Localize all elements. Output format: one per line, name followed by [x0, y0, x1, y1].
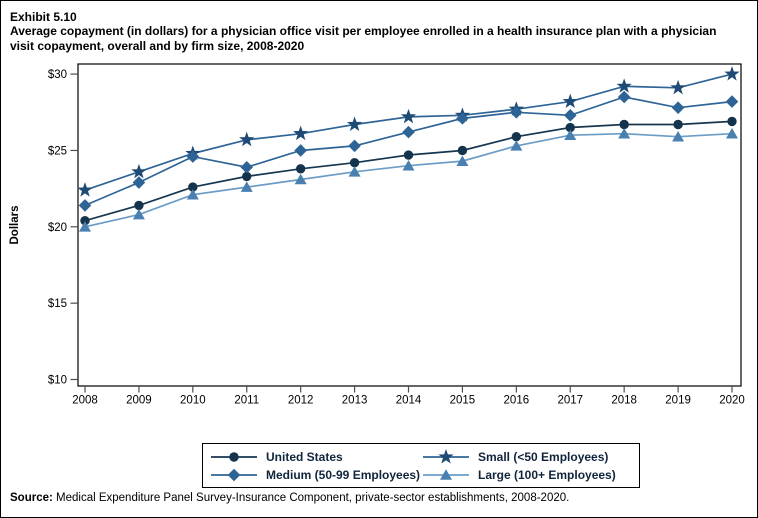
legend-item-united-states: United States — [211, 448, 423, 465]
marker-medium-50-99-employees-2011 — [240, 160, 254, 174]
marker-medium-50-99-employees-2012 — [294, 144, 307, 157]
y-axis-tick-label: $20 — [48, 222, 67, 234]
marker-large-100-employees-2014 — [402, 160, 415, 171]
y-axis-title: Dollars — [9, 206, 21, 245]
marker-small-50-employees-2009 — [131, 163, 147, 179]
marker-large-100-employees-2011 — [240, 181, 253, 192]
marker-small-50-employees-2019 — [670, 79, 686, 95]
series-medium-50-99-employees — [78, 90, 739, 212]
star-marker-icon — [423, 448, 469, 463]
x-axis-tick-label: 2018 — [611, 395, 637, 407]
legend-label-large-firms: Large (100+ Employees) — [478, 467, 616, 482]
marker-small-50-employees-2011 — [239, 131, 255, 147]
marker-medium-50-99-employees-2010 — [186, 150, 200, 163]
x-axis-tick-label: 2009 — [126, 395, 152, 407]
triangle-marker-icon — [423, 468, 469, 480]
marker-united-states-2020 — [727, 116, 737, 127]
marker-large-100-employees-2008 — [79, 221, 91, 232]
legend-item-medium-firms: Medium (50-99 Employees) — [211, 466, 423, 483]
legend-circle-glyph — [229, 451, 239, 462]
marker-large-100-employees-2017 — [564, 129, 577, 140]
marker-united-states-2010 — [188, 182, 198, 192]
marker-united-states-2008 — [80, 215, 90, 226]
x-axis-tick-label: 2017 — [557, 395, 583, 407]
marker-small-50-employees-2008 — [77, 182, 93, 197]
series-line-large-100-employees — [84, 132, 733, 228]
marker-small-50-employees-2017 — [562, 93, 578, 109]
marker-medium-50-99-employees-2008 — [78, 199, 92, 212]
marker-small-50-employees-2014 — [400, 108, 417, 124]
marker-large-100-employees-2015 — [456, 155, 469, 166]
legend-item-large-firms: Large (100+ Employees) — [423, 466, 629, 483]
diamond-marker-icon — [211, 468, 257, 481]
legend-item-small-firms: Small (<50 Employees) — [423, 448, 629, 465]
y-axis-tick-label: $15 — [48, 298, 67, 310]
plot-area-border — [77, 63, 742, 387]
marker-medium-50-99-employees-2019 — [671, 101, 685, 114]
marker-large-100-employees-2016 — [510, 140, 523, 151]
marker-large-100-employees-2013 — [348, 166, 361, 177]
marker-united-states-2017 — [565, 122, 575, 133]
source-text: Medical Expenditure Panel Survey-Insuran… — [52, 492, 570, 504]
marker-united-states-2019 — [673, 119, 683, 130]
marker-large-100-employees-2020 — [726, 127, 738, 139]
x-axis-tick-label: 2019 — [665, 395, 691, 407]
legend-label-small-firms: Small (<50 Employees) — [478, 449, 609, 464]
marker-united-states-2018 — [619, 119, 629, 130]
marker-small-50-employees-2018 — [616, 78, 632, 93]
marker-medium-50-99-employees-2020 — [725, 95, 739, 108]
y-axis-tick-label: $30 — [48, 69, 67, 81]
circle-marker-icon — [211, 451, 257, 462]
x-axis-tick-label: 2012 — [288, 395, 314, 407]
marker-medium-50-99-employees-2017 — [563, 109, 577, 122]
marker-united-states-2011 — [242, 171, 252, 182]
marker-large-100-employees-2012 — [294, 173, 307, 185]
x-axis-tick-label: 2020 — [719, 395, 745, 407]
marker-large-100-employees-2018 — [618, 127, 631, 139]
exhibit-number: Exhibit 5.10 — [10, 10, 77, 24]
x-axis-tick-label: 2008 — [72, 395, 98, 407]
marker-small-50-employees-2013 — [346, 116, 363, 131]
marker-medium-50-99-employees-2009 — [132, 176, 146, 189]
x-axis-tick-label: 2015 — [450, 395, 476, 407]
legend-label-medium-firms: Medium (50-99 Employees) — [266, 467, 421, 482]
marker-large-100-employees-2019 — [672, 131, 685, 142]
marker-united-states-2012 — [295, 164, 306, 174]
marker-united-states-2016 — [511, 132, 522, 142]
marker-medium-50-99-employees-2018 — [617, 90, 631, 104]
marker-united-states-2015 — [457, 145, 468, 156]
x-axis-tick-label: 2014 — [396, 395, 422, 407]
marker-small-50-employees-2020 — [724, 66, 740, 81]
y-axis-tick-label: $10 — [48, 375, 67, 387]
legend-label-united-states: United States — [266, 449, 343, 464]
source-note: Source: Medical Expenditure Panel Survey… — [10, 492, 750, 504]
legend-star-glyph — [438, 448, 454, 463]
marker-medium-50-99-employees-2013 — [348, 139, 361, 153]
x-axis-tick-label: 2010 — [180, 395, 206, 407]
marker-united-states-2013 — [349, 157, 360, 168]
legend-diamond-glyph — [227, 468, 241, 481]
marker-large-100-employees-2009 — [132, 208, 145, 220]
x-axis-tick-label: 2011 — [234, 395, 259, 407]
marker-united-states-2009 — [134, 200, 144, 211]
marker-large-100-employees-2010 — [186, 189, 199, 200]
legend: United States Small (<50 Employees) Medi… — [202, 443, 640, 488]
series-united-states — [80, 116, 737, 226]
title-block: Exhibit 5.10 Average copayment (in dolla… — [10, 10, 740, 53]
x-axis-tick-label: 2016 — [504, 395, 530, 407]
source-label: Source: — [10, 492, 53, 504]
y-axis-tick-label: $25 — [48, 145, 67, 157]
marker-small-50-employees-2012 — [293, 125, 309, 141]
series-large-100-employees — [79, 127, 738, 232]
x-axis-tick-label: 2013 — [342, 395, 368, 407]
marker-medium-50-99-employees-2015 — [456, 112, 469, 125]
marker-united-states-2014 — [403, 150, 414, 160]
marker-medium-50-99-employees-2014 — [402, 125, 415, 139]
legend-triangle-glyph — [440, 468, 452, 480]
marker-medium-50-99-employees-2016 — [510, 105, 523, 119]
chart-title: Average copayment (in dollars) for a phy… — [10, 24, 717, 53]
